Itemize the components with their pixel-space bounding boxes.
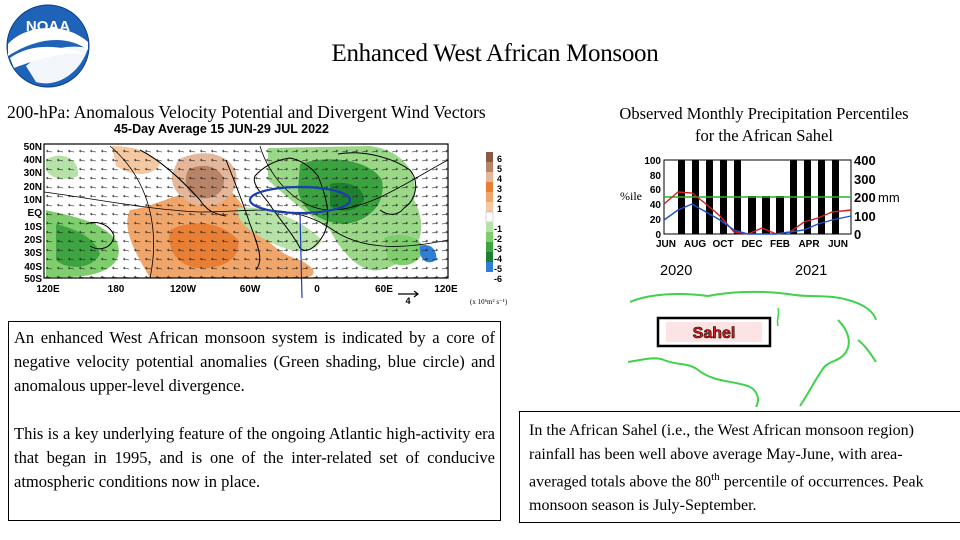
colorbar-label: -6 (494, 274, 502, 284)
lat-label: 50S (24, 274, 42, 285)
y-left-label: %ile (620, 189, 642, 203)
y-right-tick: 400 (854, 153, 876, 168)
normal-line (663, 203, 852, 235)
colorbar-label: -1 (494, 224, 502, 234)
sahel-map: Sahel (628, 290, 878, 407)
y-left-tick: 20 (650, 215, 662, 226)
y-right-tick: 200 (854, 190, 876, 205)
y-right-tick: 100 (854, 209, 876, 224)
x-tick: APR (798, 239, 820, 250)
x-tick: AUG (684, 239, 706, 250)
lat-label: 30N (24, 168, 42, 179)
right-heading-line1: Observed Monthly Precipitation Percentil… (619, 104, 909, 123)
rainfall-text-main: In the African Sahel (i.e., the West Afr… (529, 422, 914, 491)
precipitation-percentile-chart: 100 80 60 40 20 0 %ile 400 300 200 100 0… (620, 153, 900, 250)
colorbar-label: 6 (497, 154, 502, 164)
colorbar-label: 5 (497, 164, 502, 174)
observed-line (663, 191, 852, 235)
colorbar-label: 3 (497, 184, 502, 194)
year-label-2020: 2020 (660, 263, 693, 279)
rainfall-text-superscript: th (711, 471, 720, 483)
scale-arrow (398, 290, 419, 298)
velocity-potential-map: 45-Day Average 15 JUN-29 JUL 2022 50N 40… (24, 122, 508, 306)
lat-label: 20S (24, 235, 42, 246)
y-right-tick: 300 (854, 172, 876, 187)
lat-label: 40N (24, 155, 42, 166)
lon-label: 0 (314, 284, 320, 295)
map-title: 45-Day Average 15 JUN-29 JUL 2022 (114, 122, 329, 136)
colorbar-label: 4 (497, 174, 502, 184)
description-paragraph-2: This is a key underlying feature of the … (14, 424, 495, 491)
units-label: (x 10⁶m² s⁻¹) (470, 298, 508, 306)
sahel-rainfall-box: In the African Sahel (i.e., the West Afr… (519, 411, 960, 523)
left-panel-heading: 200-hPa: Anomalous Velocity Potential an… (7, 102, 486, 122)
y-left-tick: 100 (644, 156, 661, 167)
colorbar-label: -5 (494, 264, 502, 274)
lon-label: 120E (36, 284, 60, 295)
sahel-label-box (656, 316, 772, 348)
lon-label: 60W (240, 284, 261, 295)
y-left-tick: 0 (655, 230, 661, 241)
colorbar-label: -2 (494, 234, 502, 244)
bar (776, 196, 784, 234)
lat-label: 10S (24, 222, 42, 233)
lon-label: 120E (434, 284, 458, 295)
x-tick: JUN (656, 239, 676, 250)
y-left-tick: 60 (650, 185, 662, 196)
monsoon-description-box: An enhanced West African monsoon system … (8, 321, 501, 521)
y-right-label: mm (878, 190, 900, 205)
lat-label: 20N (24, 182, 42, 193)
colorbar-label: 2 (497, 194, 502, 204)
sahel-rainfall-text: In the African Sahel (i.e., the West Afr… (529, 419, 954, 517)
y-left-tick: 40 (650, 200, 662, 211)
x-tick: OCT (712, 239, 733, 250)
x-tick: FEB (770, 239, 790, 250)
scale-arrow-label: 4 (405, 296, 410, 306)
slide-title: Enhanced West African Monsoon (331, 40, 659, 67)
colorbar-label: -3 (494, 244, 502, 254)
lon-label: 180 (108, 284, 125, 295)
right-panel-heading: Observed Monthly Precipitation Percentil… (590, 103, 938, 147)
sahel-label: Sahel (693, 325, 736, 342)
logo-text: NOAA (26, 18, 70, 35)
lat-label: EQ (28, 208, 43, 219)
x-tick: DEC (741, 239, 762, 250)
lon-label: 120W (170, 284, 197, 295)
lat-label: 30S (24, 248, 42, 259)
colorbar-label: 1 (497, 204, 502, 214)
x-tick: JUN (828, 239, 848, 250)
colorbar (485, 152, 494, 272)
colorbar-label: -4 (494, 254, 502, 264)
lon-label: 60E (375, 284, 393, 295)
bar (762, 196, 770, 234)
year-label-2021: 2021 (795, 263, 828, 279)
rainfall-text-end: percentile of occurrences. Peak monsoon … (529, 473, 924, 514)
y-right-tick: 0 (854, 227, 861, 242)
lat-label: 50N (24, 142, 42, 153)
right-heading-line2: for the African Sahel (695, 126, 833, 145)
description-paragraph-1: An enhanced West African monsoon system … (14, 328, 495, 395)
lat-label: 10N (24, 195, 42, 206)
noaa-logo: NOAA (6, 4, 90, 88)
lat-label: 40S (24, 262, 42, 273)
y-left-tick: 80 (650, 171, 662, 182)
bar (748, 196, 756, 234)
